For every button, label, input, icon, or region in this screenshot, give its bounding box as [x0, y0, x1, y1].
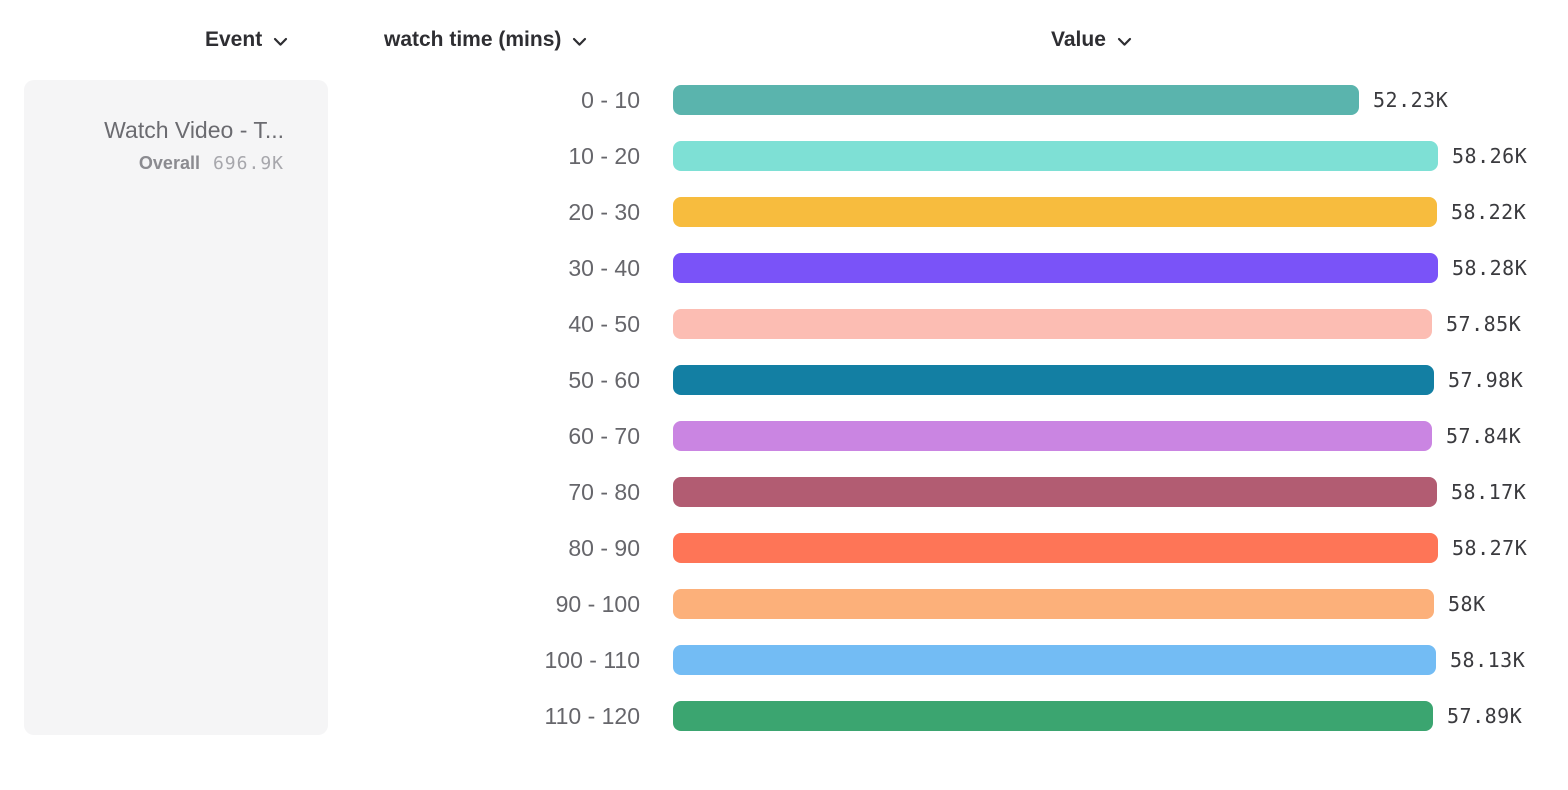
bar-chart: 0 - 10 52.23K 10 - 20 58.26K 20 - 30 58.…: [0, 72, 1568, 744]
bar-area: 58.27K: [673, 533, 1527, 563]
bar-row: 60 - 70 57.84K: [0, 408, 1568, 464]
value-column-label: Value: [1051, 28, 1106, 51]
bar[interactable]: [673, 197, 1437, 227]
bucket-label: 70 - 80: [568, 478, 640, 505]
bar-area: 58.26K: [673, 141, 1527, 171]
bucket-label: 80 - 90: [568, 534, 640, 561]
bar-area: 58.28K: [673, 253, 1527, 283]
bar-area: 57.84K: [673, 421, 1521, 451]
bar-row: 80 - 90 58.27K: [0, 520, 1568, 576]
bar[interactable]: [673, 421, 1432, 451]
bucket-label: 40 - 50: [568, 310, 640, 337]
bar[interactable]: [673, 477, 1437, 507]
bar-row: 40 - 50 57.85K: [0, 296, 1568, 352]
overall-value: 696.9K: [212, 153, 284, 174]
bar-row: 100 - 110 58.13K: [0, 632, 1568, 688]
bar-area: 57.85K: [673, 309, 1521, 339]
bucket-label: 100 - 110: [544, 646, 640, 673]
bar-area: 57.89K: [673, 701, 1522, 731]
event-card[interactable]: Watch Video - T... Overall 696.9K: [24, 80, 328, 735]
bar-row: 10 - 20 58.26K: [0, 128, 1568, 184]
value-label: 58.13K: [1450, 648, 1526, 672]
value-label: 52.23K: [1373, 88, 1449, 112]
event-title: Watch Video - T...: [104, 117, 284, 143]
bucket-label: 20 - 30: [568, 198, 640, 225]
value-label: 58.17K: [1451, 480, 1527, 504]
bar[interactable]: [673, 309, 1432, 339]
value-label: 58.28K: [1452, 256, 1528, 280]
bucket-label: 60 - 70: [568, 422, 640, 449]
value-label: 58.26K: [1452, 144, 1528, 168]
bar[interactable]: [673, 141, 1438, 171]
value-label: 58K: [1448, 592, 1486, 616]
bar-row: 20 - 30 58.22K: [0, 184, 1568, 240]
bar-area: 58.17K: [673, 477, 1526, 507]
bar[interactable]: [673, 645, 1436, 675]
value-label: 57.84K: [1446, 424, 1522, 448]
bar[interactable]: [673, 85, 1359, 115]
value-label: 57.85K: [1446, 312, 1522, 336]
bar-row: 110 - 120 57.89K: [0, 688, 1568, 744]
bucket-label: 90 - 100: [555, 590, 640, 617]
bar-area: 58.13K: [673, 645, 1525, 675]
event-column-header[interactable]: Event: [205, 28, 288, 52]
event-column-label: Event: [205, 28, 263, 51]
breakdown-column-label: watch time (mins): [384, 28, 562, 51]
bar-area: 58K: [673, 589, 1486, 619]
bar-row: 90 - 100 58K: [0, 576, 1568, 632]
bucket-label: 0 - 10: [581, 86, 640, 113]
bar-row: 50 - 60 57.98K: [0, 352, 1568, 408]
bucket-label: 110 - 120: [544, 702, 640, 729]
chevron-down-icon: [1117, 34, 1132, 47]
bar[interactable]: [673, 701, 1433, 731]
bar[interactable]: [673, 253, 1438, 283]
bar-row: 70 - 80 58.17K: [0, 464, 1568, 520]
bar-area: 57.98K: [673, 365, 1523, 395]
chevron-down-icon: [273, 34, 288, 47]
overall-label: Overall: [138, 153, 200, 173]
value-column-header[interactable]: Value: [1051, 28, 1132, 52]
bar[interactable]: [673, 365, 1434, 395]
bar-area: 58.22K: [673, 197, 1526, 227]
bucket-label: 30 - 40: [568, 254, 640, 281]
chevron-down-icon: [572, 34, 587, 47]
value-label: 57.89K: [1447, 704, 1523, 728]
value-label: 57.98K: [1448, 368, 1524, 392]
value-label: 58.22K: [1451, 200, 1527, 224]
bar-area: 52.23K: [673, 85, 1448, 115]
value-label: 58.27K: [1452, 536, 1528, 560]
breakdown-column-header[interactable]: watch time (mins): [384, 28, 587, 52]
bar-row: 0 - 10 52.23K: [0, 72, 1568, 128]
bar[interactable]: [673, 589, 1434, 619]
bucket-label: 10 - 20: [568, 142, 640, 169]
event-overall-row: Overall 696.9K: [24, 153, 284, 174]
bar[interactable]: [673, 533, 1438, 563]
bucket-label: 50 - 60: [568, 366, 640, 393]
bar-row: 30 - 40 58.28K: [0, 240, 1568, 296]
